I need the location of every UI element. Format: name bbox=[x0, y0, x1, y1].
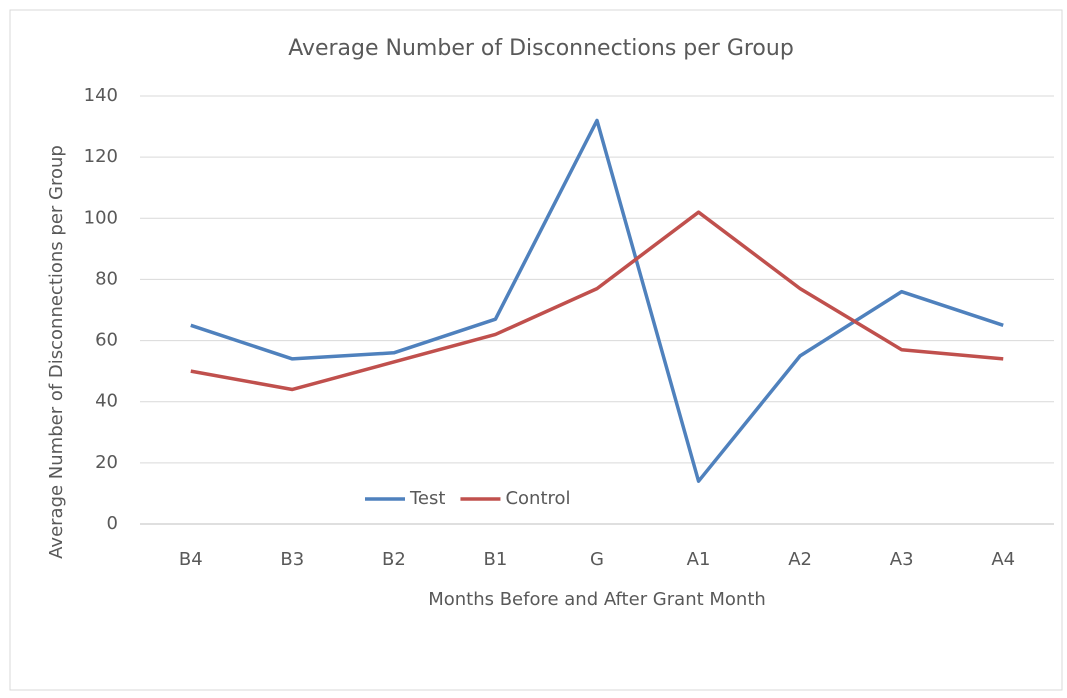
legend-label: Test bbox=[409, 488, 445, 509]
y-tick-label: 40 bbox=[95, 391, 118, 412]
chart-title: Average Number of Disconnections per Gro… bbox=[288, 36, 794, 61]
x-tick-label: A4 bbox=[991, 549, 1015, 570]
x-tick-label: G bbox=[590, 549, 604, 570]
y-tick-label: 80 bbox=[95, 268, 118, 289]
y-tick-label: 0 bbox=[107, 513, 118, 534]
x-tick-label: B2 bbox=[382, 549, 406, 570]
series-line bbox=[190, 118, 1004, 483]
x-axis-label: Months Before and After Grant Month bbox=[428, 589, 766, 610]
y-tick-label: 20 bbox=[95, 452, 118, 473]
y-tick-label: 120 bbox=[84, 146, 118, 167]
x-tick-label: A3 bbox=[890, 549, 914, 570]
legend-label: Control bbox=[505, 488, 570, 509]
y-axis-label: Average Number of Disconnections per Gro… bbox=[46, 145, 67, 559]
x-tick-label: A1 bbox=[687, 549, 711, 570]
x-tick-label: B4 bbox=[179, 549, 203, 570]
x-tick-label: B3 bbox=[280, 549, 304, 570]
y-tick-label: 60 bbox=[95, 330, 118, 351]
series-line bbox=[190, 210, 1004, 392]
chart-frame bbox=[9, 9, 1063, 691]
x-tick-label: A2 bbox=[788, 549, 812, 570]
y-tick-label: 100 bbox=[84, 207, 118, 228]
x-tick-label: B1 bbox=[484, 549, 508, 570]
y-tick-label: 140 bbox=[84, 85, 118, 106]
